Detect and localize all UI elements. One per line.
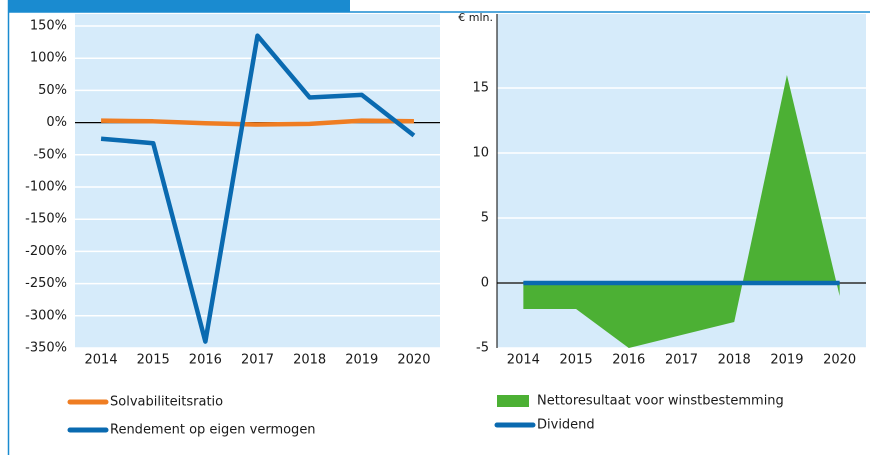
x-tick-label: 2019 [345,353,378,368]
y-tick-label: -350% [25,341,67,356]
x-tick-label: 2018 [293,353,326,368]
y-tick-label: -300% [25,308,67,323]
y-tick-label: 100% [30,51,67,66]
y-tick-label: 0% [46,115,67,130]
legend-label: Rendement op eigen vermogen [110,423,316,438]
y-tick-label: 150% [30,19,67,34]
header-tab [8,0,350,12]
y-tick-label: 0 [481,276,489,291]
y-tick-label: -50% [33,147,67,162]
y-tick-label: -200% [25,244,67,259]
x-tick-label: 2018 [718,353,751,368]
y-tick-label: 10 [472,146,489,161]
x-tick-label: 2016 [612,353,645,368]
y-tick-label: -5 [476,341,489,356]
y-tick-label: -100% [25,180,67,195]
x-tick-label: 2015 [137,353,170,368]
x-tick-label: 2019 [770,353,803,368]
y-axis-label: € mln. [458,11,493,24]
x-tick-label: 2014 [85,353,118,368]
y-tick-label: -250% [25,276,67,291]
line [100,33,416,344]
x-tick-label: 2020 [397,353,430,368]
legend-swatch [497,395,529,407]
legend-label: Dividend [537,418,595,433]
plot-area [75,14,440,348]
x-tick-label: 2020 [823,353,856,368]
y-tick-label: -150% [25,212,67,227]
y-tick-label: 15 [472,81,489,96]
legend-label: Solvabiliteitsratio [110,395,223,410]
line [101,118,414,127]
legend-label: Nettoresultaat voor winstbestemming [537,394,784,409]
y-tick-label: 50% [38,83,67,98]
x-tick-label: 2015 [560,353,593,368]
y-tick-label: 5 [481,211,489,226]
x-tick-label: 2017 [241,353,274,368]
x-tick-label: 2017 [665,353,698,368]
x-tick-label: 2016 [189,353,222,368]
x-tick-label: 2014 [507,353,540,368]
area [523,75,840,348]
